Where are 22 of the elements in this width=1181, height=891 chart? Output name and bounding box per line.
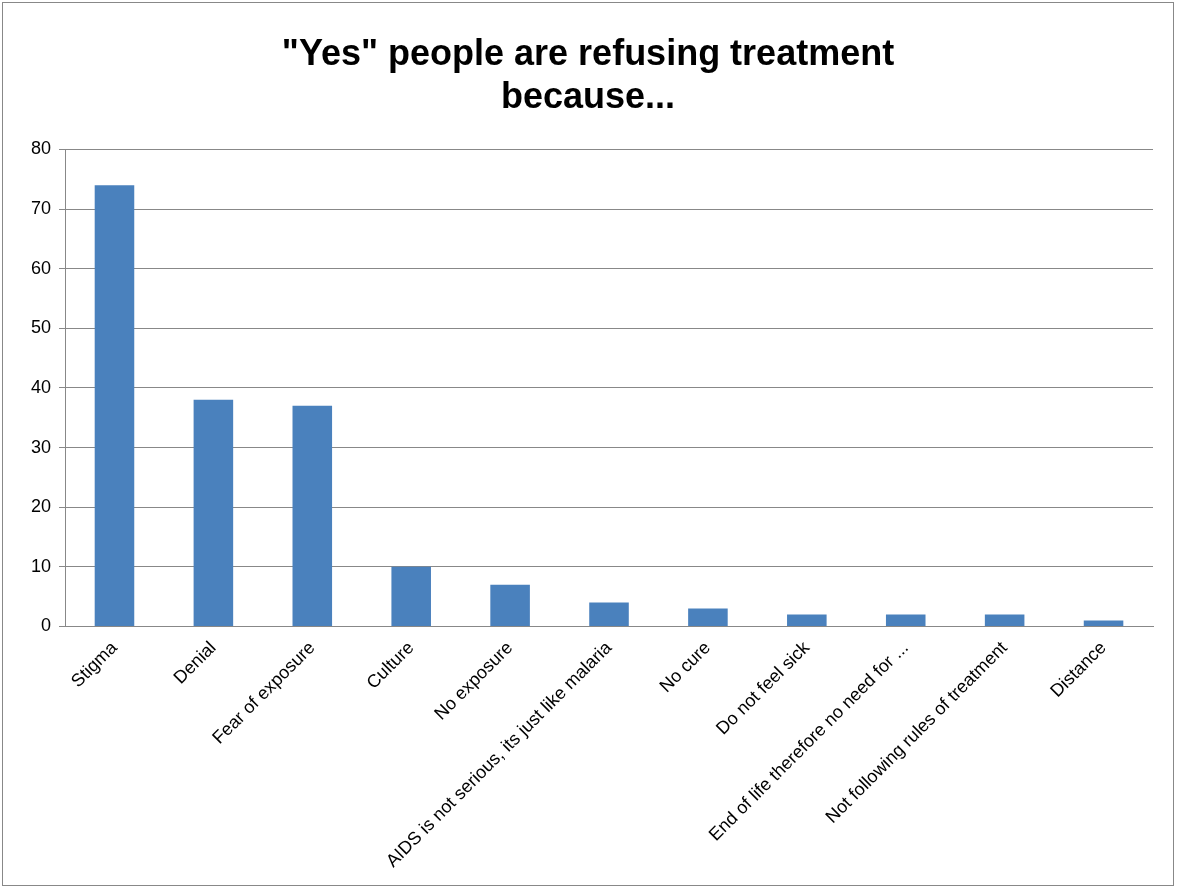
bar xyxy=(885,614,926,626)
bar xyxy=(984,614,1025,626)
y-tick-label: 20 xyxy=(30,496,52,517)
y-tick-label: 0 xyxy=(41,615,52,636)
bar xyxy=(490,584,530,626)
bar xyxy=(787,614,827,626)
bar xyxy=(688,608,728,626)
chart-title: "Yes" people are refusing treatment because... xyxy=(281,31,895,116)
y-tick-label: 50 xyxy=(30,317,52,338)
y-tick-label: 80 xyxy=(30,138,52,159)
x-tick-label: No cure xyxy=(655,637,715,696)
y-tick-label: 60 xyxy=(30,257,52,278)
bar xyxy=(292,405,333,626)
y-tick-label: 40 xyxy=(30,376,52,397)
bar xyxy=(391,566,431,626)
bar xyxy=(589,602,629,626)
y-tick-label: 70 xyxy=(30,198,52,218)
y-tick-label: 10 xyxy=(30,555,52,576)
bar xyxy=(1083,620,1124,626)
y-tick-label: 30 xyxy=(30,436,52,457)
bar xyxy=(193,399,234,626)
bar xyxy=(94,185,135,626)
